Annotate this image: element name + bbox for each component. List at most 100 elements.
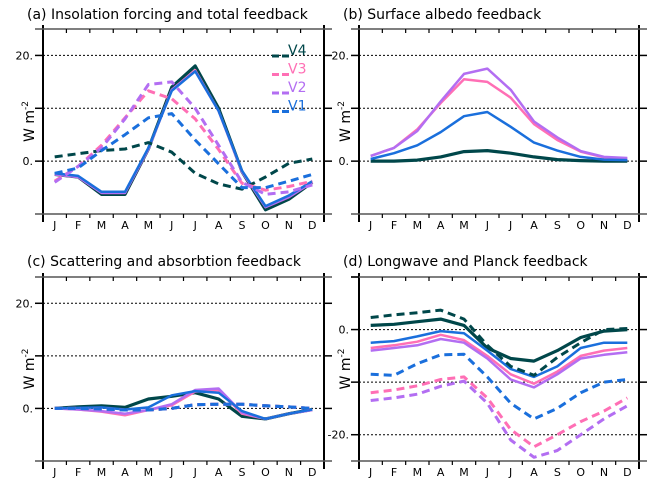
series-line-v4-dashed bbox=[370, 308, 628, 377]
x-tick-label: A bbox=[121, 219, 129, 232]
y-tick-label: 20. bbox=[332, 49, 350, 62]
x-tick-label: F bbox=[75, 219, 81, 232]
x-tick-label: O bbox=[576, 466, 585, 479]
x-tick-label: A bbox=[437, 466, 445, 479]
series-line-v3-solid bbox=[370, 333, 628, 385]
legend-label: V3 bbox=[288, 62, 306, 78]
x-tick-label: J bbox=[485, 219, 489, 232]
y-tick-label: 0. bbox=[339, 324, 350, 337]
x-tick-label: D bbox=[308, 466, 316, 479]
y-axis-label-sup: -2 bbox=[21, 101, 31, 110]
x-tick-label: F bbox=[75, 466, 81, 479]
x-tick-label: N bbox=[285, 466, 293, 479]
x-tick-label: J bbox=[193, 219, 197, 232]
series-line-v1-solid bbox=[370, 110, 628, 162]
x-tick-label: D bbox=[308, 219, 316, 232]
panel-b: (b) Surface albedo feedback 0. 20. J F M A M J J A… bbox=[332, 7, 647, 232]
legend-item-v4: V4 bbox=[272, 43, 307, 59]
x-tick-label: J bbox=[169, 219, 173, 232]
legend-item-v1: V1 bbox=[272, 99, 306, 115]
series-line-v1-dashed bbox=[54, 112, 313, 190]
series-line-v3-dashed bbox=[53, 89, 313, 192]
x-tick-label: S bbox=[554, 466, 561, 479]
y-axis-label-base: W m bbox=[22, 110, 38, 142]
x-tick-label: D bbox=[623, 219, 631, 232]
x-tick-label: J bbox=[508, 219, 512, 232]
panel-d: (d) Longwave and Planck feedback 0. -20. J F… bbox=[328, 254, 647, 479]
series-line-v2-solid bbox=[370, 67, 628, 160]
panel-title: (b) Surface albedo feedback bbox=[343, 7, 542, 23]
panel-title: (d) Longwave and Planck feedback bbox=[343, 254, 589, 270]
legend-label: V2 bbox=[288, 80, 306, 96]
legend-label: V4 bbox=[288, 43, 307, 59]
x-tick-label: J bbox=[368, 466, 372, 479]
legend-label: V1 bbox=[288, 99, 306, 115]
x-tick-label: S bbox=[239, 219, 246, 232]
y-axis-label: W m-2 bbox=[337, 349, 354, 390]
x-tick-label: J bbox=[169, 466, 173, 479]
y-axis-label-base: W m bbox=[338, 358, 354, 390]
x-tick-label: N bbox=[600, 466, 608, 479]
x-tick-label: A bbox=[437, 219, 445, 232]
y-axis-label-base: W m bbox=[22, 358, 38, 390]
series-line-v1-dashed bbox=[54, 402, 313, 412]
x-tick-label: M bbox=[413, 466, 423, 479]
x-tick-label: J bbox=[52, 219, 56, 232]
x-tick-label: D bbox=[623, 466, 631, 479]
x-tick-label: F bbox=[391, 219, 397, 232]
x-tick-label: O bbox=[261, 219, 270, 232]
panel-c: (c) Scattering and absorbtion feedback 0.… bbox=[16, 254, 332, 479]
x-tick-label: A bbox=[530, 466, 538, 479]
panel-title: (a) Insolation forcing and total feedbac… bbox=[27, 7, 309, 23]
y-axis-label-sup: -2 bbox=[337, 349, 347, 358]
y-axis-label: W m-2 bbox=[21, 349, 38, 390]
series-line-v4-solid bbox=[370, 317, 628, 363]
y-tick-label: -20. bbox=[328, 429, 349, 442]
x-tick-label: A bbox=[121, 466, 129, 479]
y-axis-label: W m-2 bbox=[337, 101, 354, 142]
x-tick-label: J bbox=[368, 219, 372, 232]
x-tick-label: N bbox=[285, 219, 293, 232]
y-axis-label-sup: -2 bbox=[21, 349, 31, 358]
x-tick-label: S bbox=[554, 219, 561, 232]
series-line-v1-solid bbox=[54, 70, 313, 208]
x-tick-label: O bbox=[576, 219, 585, 232]
x-tick-label: M bbox=[97, 466, 107, 479]
x-tick-label: A bbox=[530, 219, 538, 232]
legend-item-v2: V2 bbox=[272, 80, 306, 96]
x-tick-label: M bbox=[97, 219, 107, 232]
legend-item-v3: V3 bbox=[272, 62, 306, 78]
x-tick-label: M bbox=[459, 466, 469, 479]
x-tick-label: S bbox=[239, 466, 246, 479]
y-tick-label: 0. bbox=[23, 402, 34, 415]
y-tick-label: 0. bbox=[339, 155, 350, 168]
y-axis-label-base: W m bbox=[338, 110, 354, 142]
y-axis-label-sup: -2 bbox=[337, 101, 347, 110]
panel-a: (a) Insolation forcing and total feedbac… bbox=[16, 7, 332, 232]
x-tick-label: M bbox=[144, 466, 154, 479]
panel-title: (c) Scattering and absorbtion feedback bbox=[27, 254, 302, 270]
series-line-v2-dashed bbox=[370, 379, 629, 459]
x-tick-label: M bbox=[413, 219, 423, 232]
x-tick-label: J bbox=[193, 466, 197, 479]
x-tick-label: J bbox=[508, 466, 512, 479]
y-axis-label: W m-2 bbox=[21, 101, 38, 142]
x-tick-label: A bbox=[215, 219, 223, 232]
series-line-v1-dashed bbox=[370, 352, 628, 421]
x-tick-label: M bbox=[144, 219, 154, 232]
y-tick-label: 20. bbox=[16, 297, 34, 310]
x-tick-label: N bbox=[600, 219, 608, 232]
x-tick-label: F bbox=[391, 466, 397, 479]
series-line-v2-solid bbox=[370, 337, 628, 389]
y-tick-label: 0. bbox=[23, 155, 34, 168]
y-tick-label: 20. bbox=[16, 49, 34, 62]
x-tick-label: J bbox=[52, 466, 56, 479]
series-line-v4-solid bbox=[370, 149, 628, 163]
x-tick-label: J bbox=[485, 466, 489, 479]
x-tick-label: A bbox=[215, 466, 223, 479]
series-line-v3-dashed bbox=[370, 375, 629, 449]
series-line-v1-solid bbox=[370, 329, 628, 379]
series-line-v4-dashed bbox=[54, 141, 313, 191]
x-tick-label: M bbox=[459, 219, 469, 232]
